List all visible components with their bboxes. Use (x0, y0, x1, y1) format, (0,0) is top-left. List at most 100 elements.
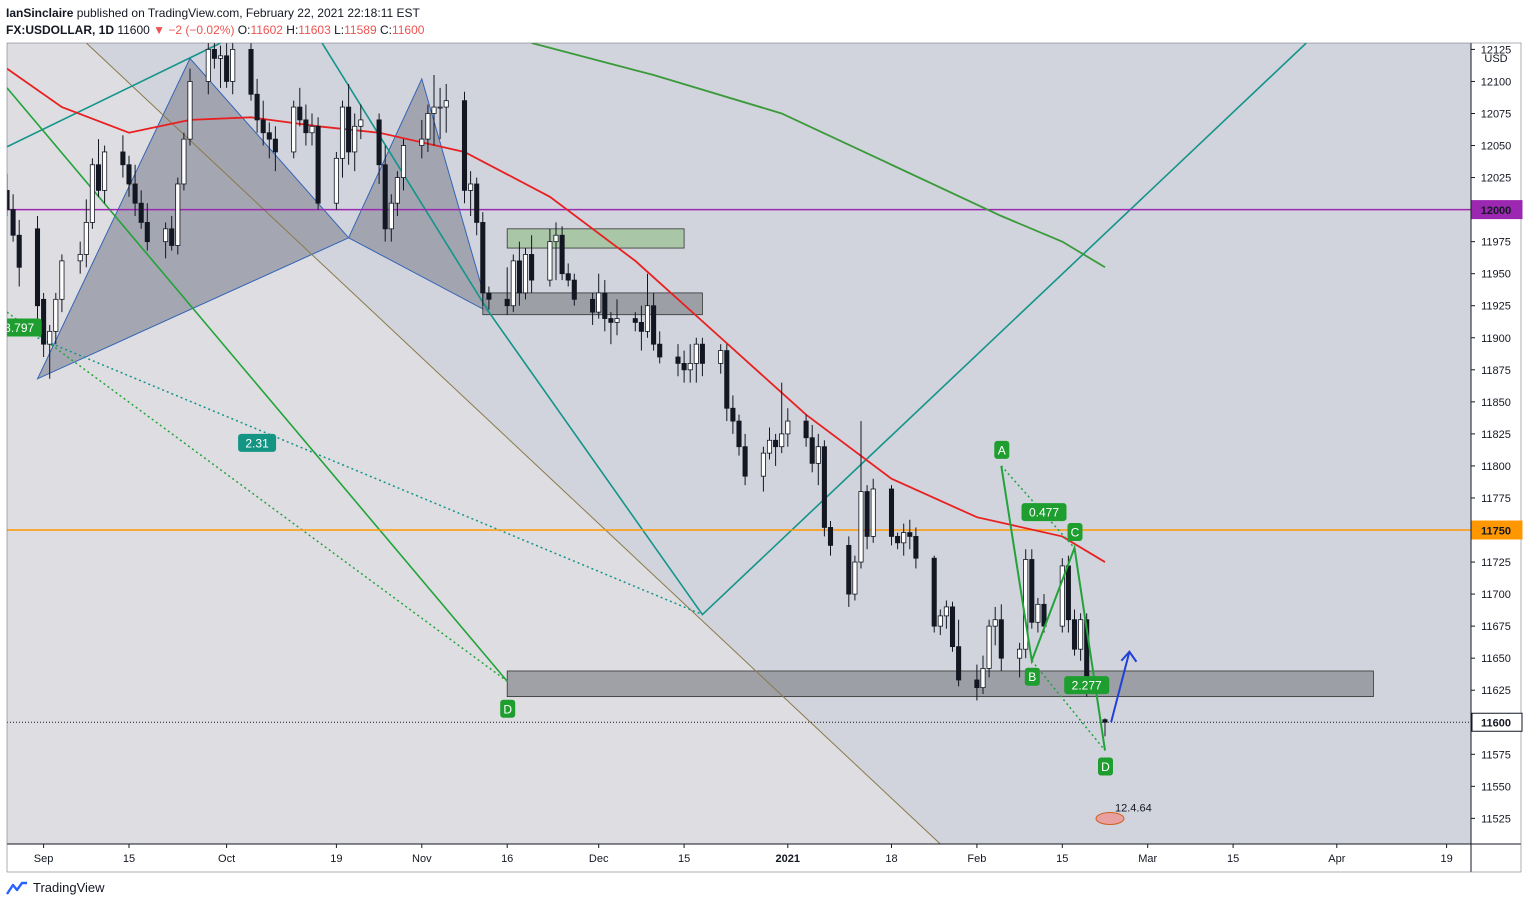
candle-body (169, 228, 175, 246)
candle-body (480, 222, 486, 294)
candle-body (809, 437, 815, 464)
candle-body (888, 488, 895, 537)
time-tick-label: 2021 (776, 853, 800, 865)
candle-body (901, 532, 907, 544)
candle-body (516, 260, 522, 294)
price-level-tag (1471, 712, 1523, 732)
candle-body (217, 55, 224, 59)
time-tick-label: 15 (1227, 853, 1239, 865)
candle-body (1017, 648, 1023, 659)
candle-body (602, 292, 608, 319)
time-tick-label: Apr (1328, 853, 1345, 865)
high-value: 11603 (298, 23, 331, 37)
candle-body (486, 292, 492, 300)
high-label: H: (286, 23, 299, 37)
trend-line-brown (85, 43, 941, 844)
time-tick-label: Sep (34, 853, 54, 865)
candle-body (388, 202, 394, 230)
candle-body (529, 254, 535, 281)
price-level-tag (1471, 520, 1523, 540)
price-level-tag (1471, 200, 1523, 220)
candle-body (992, 619, 998, 627)
candle-body (949, 606, 956, 648)
price-tick-label: 11825 (1481, 429, 1511, 441)
footer-brand[interactable]: TradingView (33, 880, 105, 895)
teal-dotted-line (37, 337, 703, 616)
price-change: −2 (−0.02%) (168, 23, 235, 37)
candle-body (651, 305, 657, 345)
candle-body (785, 420, 791, 435)
open-value: 11602 (250, 23, 283, 37)
time-tick-label: 15 (1056, 853, 1068, 865)
candle-body (461, 100, 468, 191)
watermark-text: 12.4.64 (1115, 803, 1152, 815)
ratio-badge (1064, 676, 1110, 695)
author-name[interactable]: IanSinclaire (6, 6, 74, 20)
time-tick-label: Oct (218, 853, 235, 865)
candle-body (16, 234, 22, 268)
price-tick-label: 11950 (1481, 269, 1511, 281)
candle-body (571, 279, 577, 300)
candle-body (144, 222, 150, 243)
candle-body (132, 183, 138, 204)
abcd-pattern-line (1000, 465, 1106, 751)
candle-body (907, 532, 913, 537)
candle-body (333, 157, 339, 204)
price-tick-label: 11625 (1481, 685, 1511, 697)
moving-average-line (7, 67, 1106, 563)
price-tick-label: 11550 (1481, 781, 1511, 793)
candle-body (614, 318, 620, 323)
watermark-icon (1095, 812, 1125, 826)
price-tick-label: 11675 (1481, 621, 1511, 633)
price-tick-label: 12075 (1481, 108, 1512, 120)
time-tick-label: Nov (412, 853, 432, 865)
tradingview-logo-icon[interactable] (6, 881, 28, 895)
candle-body (779, 433, 785, 448)
candle-body (181, 138, 187, 185)
candle-body (95, 164, 102, 191)
candle-body (187, 81, 193, 140)
candle-body (815, 446, 821, 464)
ohlc-line: FX:USDOLLAR, 1D 11600 ▼ −2 (−0.02%) O:11… (6, 22, 424, 39)
publish-line: IanSinclaire published on TradingView.co… (6, 5, 424, 22)
candle-body (1035, 603, 1041, 623)
candle-body (437, 106, 443, 109)
candle-body (120, 151, 126, 166)
candle-body (358, 119, 364, 127)
price-level-tag-label: 11750 (1481, 526, 1511, 538)
symbol-label[interactable]: FX:USDOLLAR, 1D (6, 23, 114, 37)
price-tick-label: 11925 (1481, 301, 1511, 313)
candle-body (559, 234, 565, 275)
candle-body (773, 439, 779, 448)
time-tick-label: Feb (967, 853, 986, 865)
candle-body (297, 106, 303, 121)
candle-body (230, 49, 236, 82)
candle-body (400, 145, 407, 178)
candle-body (504, 298, 510, 307)
candle-body (89, 164, 95, 223)
candle-body (937, 615, 943, 627)
ratio-label: 0.477 (1029, 506, 1059, 520)
candle-body (846, 544, 852, 595)
candle-body (718, 350, 724, 364)
price-tick-label: 11875 (1481, 365, 1511, 377)
candle-body (699, 343, 705, 364)
candle-body (681, 362, 687, 371)
candle-body (211, 49, 217, 59)
candle-body (638, 321, 644, 332)
candle-body (657, 343, 663, 358)
price-tick-label: 11700 (1481, 589, 1511, 601)
candle-body (431, 106, 437, 114)
candle-body (1078, 619, 1084, 650)
price-level-tag-label: 11600 (1481, 718, 1511, 730)
price-tick-label: 12025 (1481, 173, 1512, 185)
pattern-point-badge (500, 699, 516, 718)
candle-body (339, 106, 346, 159)
candle-body (102, 151, 108, 191)
candle-body (175, 183, 181, 246)
candle-body (724, 350, 730, 409)
candle-body (596, 292, 602, 313)
pattern-point-label: B (1028, 670, 1036, 684)
projection-arrowhead-icon (1120, 650, 1138, 663)
